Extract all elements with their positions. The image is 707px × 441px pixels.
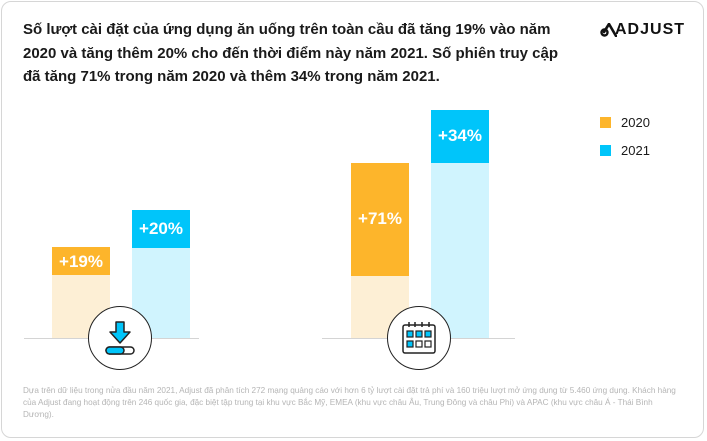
calendar-icon	[402, 322, 436, 354]
calendar-icon-badge	[387, 306, 451, 370]
bar-sessions-2020: +71%	[351, 163, 409, 338]
legend-swatch-2020	[600, 116, 611, 128]
bar-cap-sessions-2020: +71%	[351, 163, 409, 276]
legend-label-2020: 2020	[621, 114, 650, 130]
download-icon-badge	[88, 306, 152, 370]
headline: Số lượt cài đặt của ứng dụng ăn uống trê…	[23, 21, 558, 85]
logo-text: ADJUST	[615, 21, 686, 38]
legend-label-2021: 2021	[621, 142, 650, 158]
bar-installs-2020: +19%	[52, 247, 110, 338]
legend: 2020 2021	[600, 108, 650, 164]
adjust-logo-icon	[600, 23, 617, 37]
bar-label-sessions-2021: +34%	[438, 126, 482, 145]
footnote: Dựa trên dữ liệu trong nửa đầu năm 2021,…	[23, 386, 676, 419]
bar-cap-sessions-2021: +34%	[431, 110, 489, 163]
download-icon	[105, 321, 135, 355]
bar-label-installs-2020: +19%	[59, 252, 103, 271]
bar-label-installs-2021: +20%	[139, 219, 183, 238]
bar-sessions-2021: +34%	[431, 110, 489, 338]
legend-swatch-2021	[600, 144, 611, 156]
legend-item-2021: 2021	[600, 136, 650, 164]
adjust-logo: ADJUST	[600, 21, 685, 39]
bar-cap-installs-2020: +19%	[52, 247, 110, 275]
bar-cap-installs-2021: +20%	[132, 210, 190, 248]
legend-item-2020: 2020	[600, 108, 650, 136]
bar-label-sessions-2020: +71%	[358, 209, 402, 228]
